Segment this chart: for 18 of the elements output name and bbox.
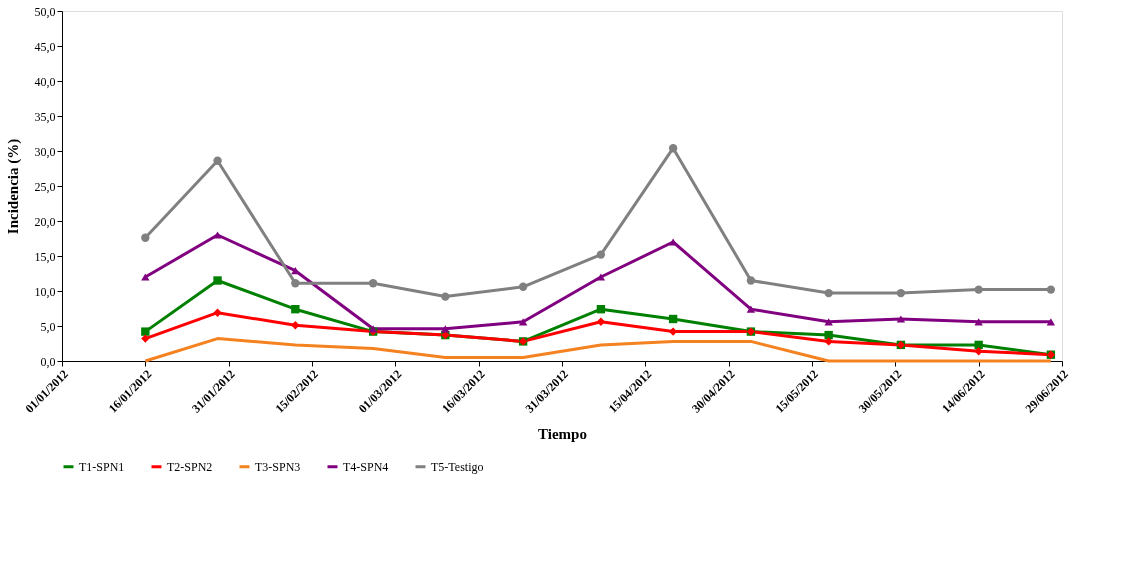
y-tick-label: 5,0 bbox=[40, 319, 56, 334]
y-tick-label: 0,0 bbox=[40, 354, 56, 369]
y-tick-label: 45,0 bbox=[34, 39, 56, 54]
y-tick-label: 50,0 bbox=[34, 4, 56, 19]
y-tick-label: 40,0 bbox=[34, 74, 56, 89]
y-tick-label: 35,0 bbox=[34, 109, 56, 124]
y-tick-label: 15,0 bbox=[34, 249, 56, 264]
legend-label: T2-SPN2 bbox=[167, 459, 213, 474]
y-tick-label: 25,0 bbox=[34, 179, 56, 194]
legend-label: T5-Testigo bbox=[431, 459, 484, 474]
y-tick-label: 20,0 bbox=[34, 214, 56, 229]
y-axis-title: Incidencia (%) bbox=[4, 138, 22, 235]
legend-label: T1-SPN1 bbox=[79, 459, 125, 474]
x-axis-title: Tiempo bbox=[538, 425, 587, 442]
y-tick-label: 10,0 bbox=[34, 284, 56, 299]
legend-label: T3-SPN3 bbox=[255, 459, 301, 474]
legend-label: T4-SPN4 bbox=[343, 459, 389, 474]
y-tick-label: 30,0 bbox=[34, 144, 56, 159]
